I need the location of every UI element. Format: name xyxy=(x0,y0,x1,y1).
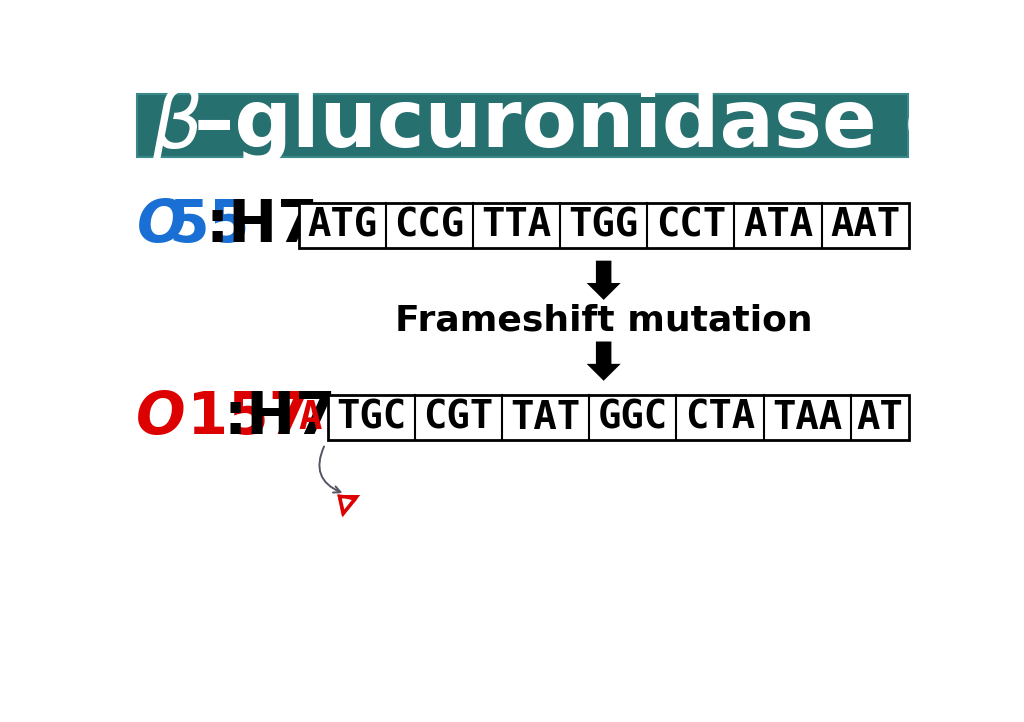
Text: O: O xyxy=(136,389,185,446)
Text: AAT: AAT xyxy=(830,206,900,244)
Text: AT: AT xyxy=(856,399,903,437)
Text: :H7: :H7 xyxy=(223,389,336,446)
Text: :H7: :H7 xyxy=(206,196,318,253)
Text: 157: 157 xyxy=(167,389,309,446)
Text: TGG: TGG xyxy=(568,206,639,244)
Text: $\mathit{\beta}$: $\mathit{\beta}$ xyxy=(152,83,202,167)
FancyBboxPatch shape xyxy=(328,396,909,440)
Text: –glucuronidase gene: –glucuronidase gene xyxy=(194,86,1024,165)
Text: ATG: ATG xyxy=(307,206,377,244)
Text: TGC: TGC xyxy=(336,399,407,437)
Text: TAA: TAA xyxy=(772,399,842,437)
Text: CGT: CGT xyxy=(423,399,494,437)
Text: ATA: ATA xyxy=(743,206,813,244)
Text: CTA: CTA xyxy=(685,399,755,437)
Text: 55: 55 xyxy=(168,196,250,253)
Text: Frameshift mutation: Frameshift mutation xyxy=(395,304,812,338)
Text: GGC: GGC xyxy=(598,399,668,437)
Text: $\triangledown$: $\triangledown$ xyxy=(328,482,360,529)
FancyBboxPatch shape xyxy=(137,94,908,157)
Text: TTA: TTA xyxy=(481,206,552,244)
Polygon shape xyxy=(587,342,621,380)
Polygon shape xyxy=(587,261,621,300)
FancyBboxPatch shape xyxy=(299,203,909,248)
Text: CCG: CCG xyxy=(394,206,464,244)
Text: TAT: TAT xyxy=(511,399,581,437)
Text: A: A xyxy=(299,399,322,437)
Text: CCT: CCT xyxy=(655,206,726,244)
Text: O: O xyxy=(137,196,187,253)
